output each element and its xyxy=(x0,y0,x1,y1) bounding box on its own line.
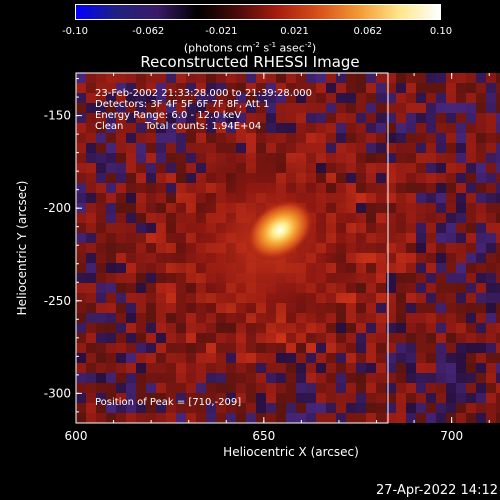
energy-range-annotation: Energy Range: 6.0 - 12.0 keV xyxy=(95,110,242,121)
colorbar-tick-label: 0.021 xyxy=(280,26,309,37)
timestamp: 27-Apr-2022 14:12 xyxy=(376,483,498,498)
x-tick-label: 700 xyxy=(440,429,463,443)
x-tick-label: 600 xyxy=(65,429,88,443)
colorbar-tick-label: 0.10 xyxy=(429,26,453,37)
y-axis-label: Heliocentric Y (arcsec) xyxy=(15,181,29,316)
image-area xyxy=(76,73,500,423)
x-tick-label: 650 xyxy=(252,429,275,443)
axes: 600650700750-150-200-250-300Heliocentric… xyxy=(15,72,490,459)
colorbar-tick-label: -0.021 xyxy=(205,26,238,37)
y-tick-label: -200 xyxy=(44,201,71,215)
colorbar-tick-label: 0.062 xyxy=(353,26,383,37)
plot-frame xyxy=(75,72,389,424)
peak-position-annotation: Position of Peak = [710,-209] xyxy=(95,397,242,408)
emission-core xyxy=(244,198,316,262)
algorithm-annotation: Clean xyxy=(95,121,124,132)
colorbar-units: (photons cm-2 s-1 asec-2) xyxy=(183,41,317,55)
plot-title: Reconstructed RHESSI Image xyxy=(140,53,360,71)
y-tick-label: -150 xyxy=(44,109,71,123)
detectors-annotation: Detectors: 3F 4F 5F 6F 7F 8F, Att 1 xyxy=(95,99,270,110)
colorbar-tick-label: -0.062 xyxy=(132,26,165,37)
x-axis-label: Heliocentric X (arcsec) xyxy=(223,445,359,459)
total-counts-annotation: Total counts: 1.94E+04 xyxy=(145,121,262,132)
colorbar xyxy=(75,4,441,20)
y-tick-label: -300 xyxy=(44,386,71,400)
y-tick-label: -250 xyxy=(44,294,71,308)
colorbar-tick-label: -0.10 xyxy=(62,26,88,37)
time-range-annotation: 23-Feb-2002 21:33:28.000 to 21:39:28.000 xyxy=(95,88,313,99)
